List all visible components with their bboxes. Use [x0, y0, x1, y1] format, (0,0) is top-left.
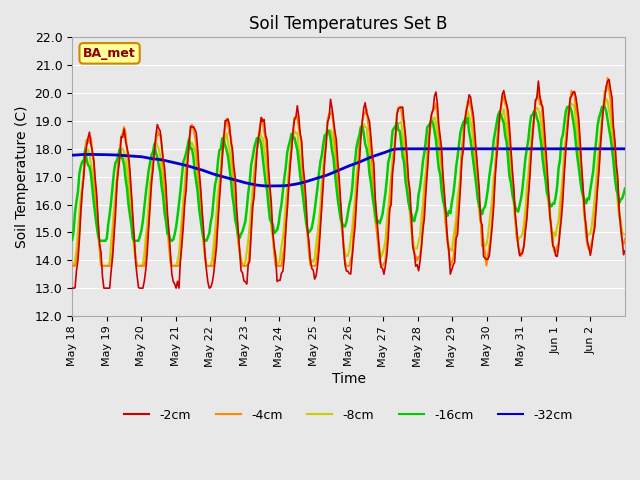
X-axis label: Time: Time — [332, 372, 365, 386]
Title: Soil Temperatures Set B: Soil Temperatures Set B — [250, 15, 448, 33]
Text: BA_met: BA_met — [83, 47, 136, 60]
Y-axis label: Soil Temperature (C): Soil Temperature (C) — [15, 106, 29, 248]
Legend: -2cm, -4cm, -8cm, -16cm, -32cm: -2cm, -4cm, -8cm, -16cm, -32cm — [120, 404, 578, 427]
